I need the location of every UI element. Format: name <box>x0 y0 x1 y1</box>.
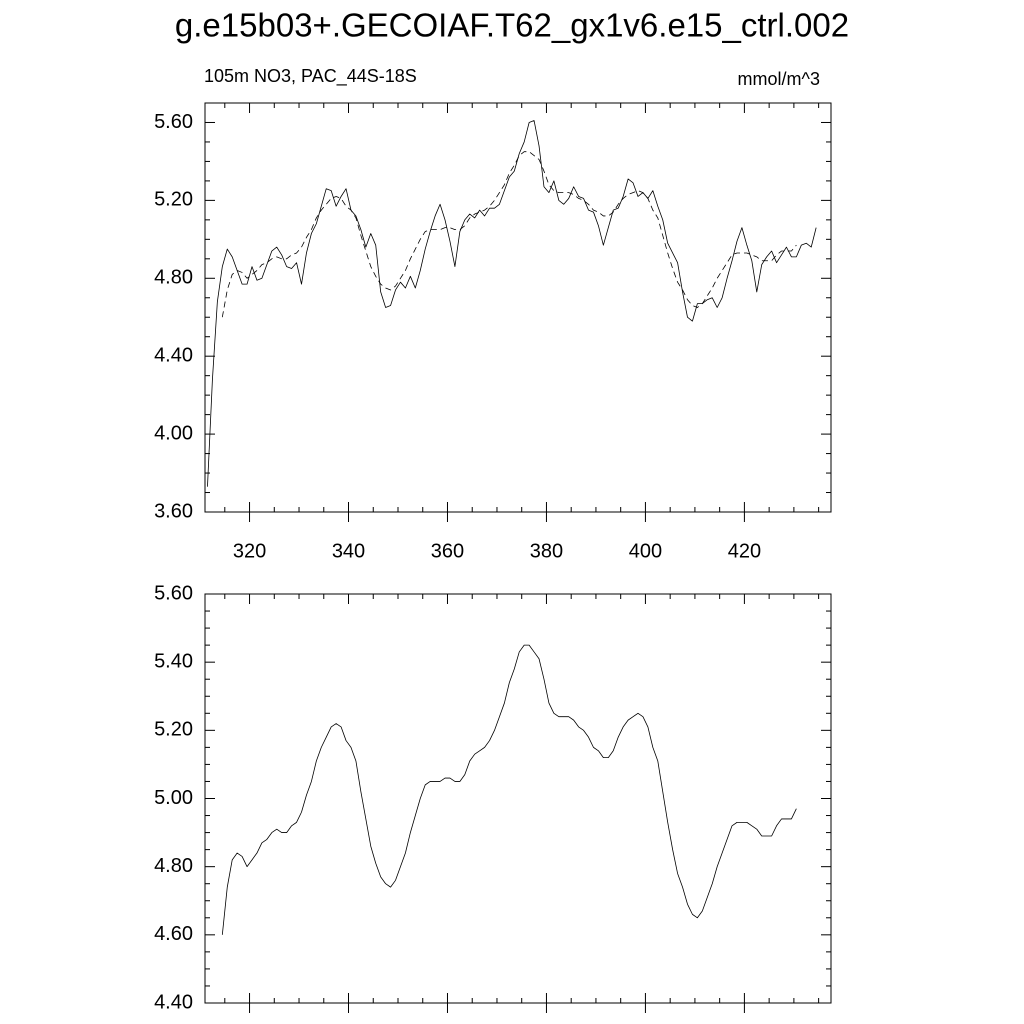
x-tick-label: 400 <box>629 540 662 562</box>
y-tick-label: 4.80 <box>154 267 193 289</box>
y-tick-label: 5.20 <box>154 189 193 211</box>
x-tick-label: 420 <box>728 540 761 562</box>
y-tick-label: 4.00 <box>154 422 193 444</box>
chart-title: g.e15b03+.GECOIAF.T62_gx1v6.e15_ctrl.002 <box>175 7 849 44</box>
x-tick-label: 340 <box>332 540 365 562</box>
plot-frame <box>204 593 832 1004</box>
x-tick-label: 380 <box>530 540 563 562</box>
y-tick-label: 4.80 <box>154 855 193 877</box>
units-label: mmol/m^3 <box>738 69 820 89</box>
y-tick-label: 4.40 <box>154 344 193 366</box>
plot-frame <box>204 102 832 513</box>
variable-label: 105m NO3, PAC_44S-18S <box>204 66 417 87</box>
y-tick-label: 5.60 <box>154 111 193 133</box>
y-tick-label: 5.00 <box>154 787 193 809</box>
data-line <box>207 120 817 487</box>
y-tick-label: 5.40 <box>154 650 193 672</box>
y-tick-label: 4.60 <box>154 923 193 945</box>
y-tick-label: 3.60 <box>154 500 193 522</box>
x-tick-label: 360 <box>431 540 464 562</box>
data-line <box>221 644 797 935</box>
y-tick-label: 5.20 <box>154 719 193 741</box>
x-tick-label: 320 <box>233 540 266 562</box>
smoothed-line <box>221 151 797 318</box>
y-tick-label: 5.60 <box>154 582 193 604</box>
y-tick-label: 4.40 <box>154 991 193 1013</box>
